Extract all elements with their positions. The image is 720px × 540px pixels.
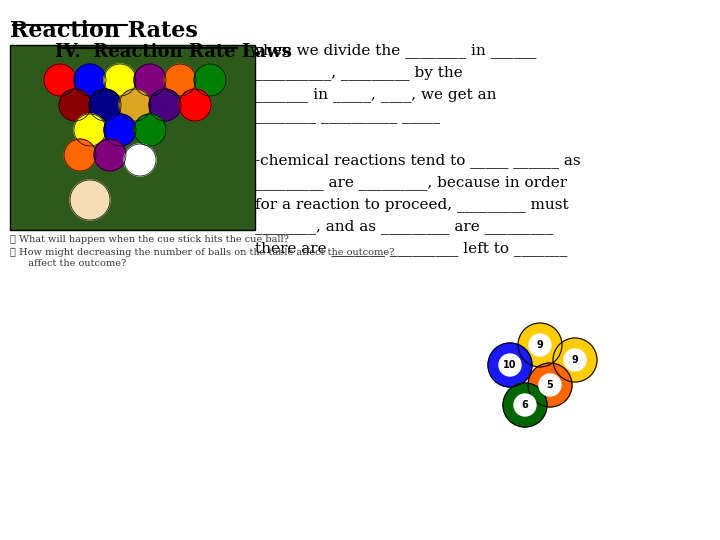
Text: ________, and as _________ are _________: ________, and as _________ are _________ [255,219,553,234]
Circle shape [119,89,151,121]
Circle shape [553,338,597,382]
Circle shape [74,64,106,96]
Circle shape [539,374,561,396]
Circle shape [564,349,586,371]
Circle shape [164,64,196,96]
Text: for a reaction to proceed, _________ must: for a reaction to proceed, _________ mus… [255,197,569,212]
Circle shape [518,323,562,367]
Text: IV.  Reaction Rate Laws: IV. Reaction Rate Laws [55,43,292,61]
Circle shape [134,64,166,96]
Circle shape [149,89,181,121]
Circle shape [64,139,96,171]
Text: ________ __________ _____: ________ __________ _____ [255,109,440,123]
Text: 9: 9 [536,340,544,350]
Text: ① What will happen when the cue stick hits the cue ball?: ① What will happen when the cue stick hi… [10,235,289,244]
Circle shape [94,139,126,171]
Text: 5: 5 [546,380,554,390]
Circle shape [104,114,136,146]
Circle shape [59,89,91,121]
Text: Reaction Rates: Reaction Rates [10,20,198,42]
Circle shape [503,383,547,427]
Circle shape [124,144,156,176]
Text: 10: 10 [503,360,517,370]
Circle shape [104,64,136,96]
Circle shape [499,354,521,376]
Text: 6: 6 [521,400,528,410]
Circle shape [70,180,110,220]
Text: _______ in _____, ____, we get an: _______ in _____, ____, we get an [255,87,497,102]
Text: __________, _________ by the: __________, _________ by the [255,65,463,80]
Bar [10,45,255,230]
Circle shape [44,64,76,96]
Circle shape [134,114,166,146]
Circle shape [179,89,211,121]
Text: -when we divide the ________ in ______: -when we divide the ________ in ______ [240,43,536,58]
Circle shape [194,64,226,96]
Circle shape [488,343,532,387]
Text: 9: 9 [572,355,578,365]
Circle shape [74,114,106,146]
Text: ② How might decreasing the number of balls on the table affect the outcome?: ② How might decreasing the number of bal… [10,248,395,257]
Text: -chemical reactions tend to _____ ______ as: -chemical reactions tend to _____ ______… [255,153,580,168]
Text: there are _______ _________ left to _______: there are _______ _________ left to ____… [255,241,567,256]
Circle shape [514,394,536,416]
Circle shape [89,89,121,121]
Text: affect the outcome?: affect the outcome? [22,259,126,268]
Text: _________ are _________, because in order: _________ are _________, because in orde… [255,175,567,190]
Circle shape [528,363,572,407]
Circle shape [529,334,551,356]
